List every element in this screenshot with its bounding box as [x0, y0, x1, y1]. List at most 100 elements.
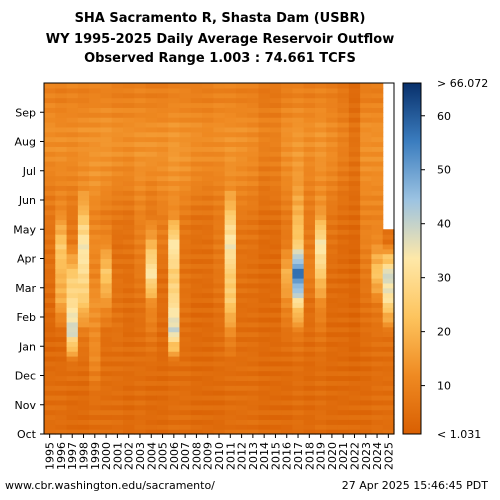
heatmap-cell [269, 92, 282, 99]
heatmap-cell [235, 170, 248, 177]
heatmap-cell [337, 404, 350, 411]
heatmap-cell [213, 429, 226, 435]
heatmap-cell [371, 234, 384, 240]
heatmap-cell [281, 399, 293, 406]
heatmap-cell [44, 175, 56, 182]
heatmap-cell [348, 273, 361, 279]
heatmap-cell [111, 263, 124, 269]
heatmap-cell [269, 326, 282, 333]
heatmap-cell [348, 399, 361, 406]
x-tick-label: 2006 [168, 442, 181, 470]
heatmap-cell [371, 112, 384, 118]
heatmap-cell [258, 141, 271, 147]
heatmap-cell [44, 321, 56, 328]
heatmap-cell [360, 317, 373, 323]
heatmap-cell [235, 117, 248, 123]
heatmap-cell [55, 424, 68, 430]
heatmap-cell [247, 243, 260, 250]
heatmap-cell [168, 258, 181, 264]
heatmap-cell [179, 87, 192, 94]
heatmap-cell [258, 224, 271, 230]
heatmap-cell [77, 243, 90, 250]
heatmap-cell [44, 180, 56, 186]
heatmap-cell [123, 263, 135, 269]
heatmap-cell [326, 395, 339, 401]
heatmap-cell [156, 151, 169, 157]
heatmap-cell [326, 234, 339, 240]
heatmap-cell [66, 321, 79, 328]
heatmap-cell [292, 97, 305, 104]
heatmap-cell [66, 356, 79, 362]
heatmap-cell [258, 243, 271, 250]
heatmap-cell [269, 409, 282, 416]
heatmap-cell [77, 185, 90, 191]
heatmap-cell [314, 170, 327, 177]
heatmap-cell [326, 370, 339, 377]
heatmap-cell [292, 375, 305, 381]
footer-url[interactable]: www.cbr.washington.edu/sacramento/ [5, 479, 215, 492]
heatmap-cell [55, 273, 68, 279]
heatmap-cell [235, 87, 248, 94]
heatmap-cell [224, 83, 237, 89]
heatmap-cell [134, 380, 147, 386]
heatmap-cell [371, 253, 384, 260]
heatmap-cell [303, 380, 316, 386]
heatmap-cell [360, 151, 373, 157]
heatmap-cell [55, 126, 68, 133]
heatmap-cell [281, 156, 293, 162]
heatmap-cell [382, 326, 395, 333]
heatmap-cell [303, 219, 316, 225]
heatmap-cell [89, 234, 102, 240]
heatmap-cell [44, 409, 56, 416]
heatmap-cell [348, 414, 361, 420]
heatmap-cell [55, 243, 68, 250]
heatmap-cell [235, 195, 248, 201]
heatmap-cell [235, 326, 248, 333]
x-tick-label: 2008 [190, 442, 203, 470]
y-tick-label: Dec [15, 370, 36, 383]
heatmap-cell [371, 404, 384, 411]
heatmap-cell [134, 83, 147, 89]
heatmap-cell [100, 307, 113, 313]
heatmap-cell [134, 97, 147, 104]
heatmap-cell [66, 258, 79, 264]
heatmap-cell [100, 126, 113, 133]
heatmap-cell [179, 429, 192, 435]
heatmap-cell [224, 253, 237, 260]
heatmap-cell [258, 292, 271, 299]
heatmap-cell [235, 239, 248, 245]
heatmap-cell [269, 253, 282, 260]
heatmap-cell [326, 390, 339, 396]
heatmap-cell [134, 268, 147, 274]
heatmap-cell [134, 214, 147, 221]
heatmap-cell [44, 365, 56, 372]
heatmap-cell [326, 317, 339, 323]
heatmap-cell [213, 180, 226, 186]
heatmap-cell [360, 370, 373, 377]
heatmap-cell [202, 151, 214, 157]
heatmap-cell [360, 107, 373, 113]
heatmap-cell [77, 219, 90, 225]
heatmap-cell [134, 141, 147, 147]
heatmap-cell [55, 165, 68, 172]
heatmap-cell [292, 326, 305, 333]
heatmap-cell [292, 365, 305, 372]
heatmap-cell [190, 141, 203, 147]
heatmap-cell [337, 292, 350, 299]
heatmap-cell [337, 297, 350, 303]
heatmap-cell [326, 302, 339, 308]
heatmap-cell [371, 87, 384, 94]
heatmap-cell [224, 190, 237, 196]
heatmap-cell [44, 195, 56, 201]
heatmap-cell [123, 258, 135, 264]
heatmap-cell [247, 204, 260, 211]
heatmap-cell [156, 346, 169, 352]
heatmap-cell [55, 268, 68, 274]
heatmap-cell [213, 117, 226, 123]
heatmap-cell [269, 263, 282, 269]
heatmap-cell [213, 263, 226, 269]
heatmap-cell [337, 204, 350, 211]
heatmap-cell [348, 243, 361, 250]
chart-title-line-1: SHA Sacramento R, Shasta Dam (USBR) [74, 11, 366, 26]
